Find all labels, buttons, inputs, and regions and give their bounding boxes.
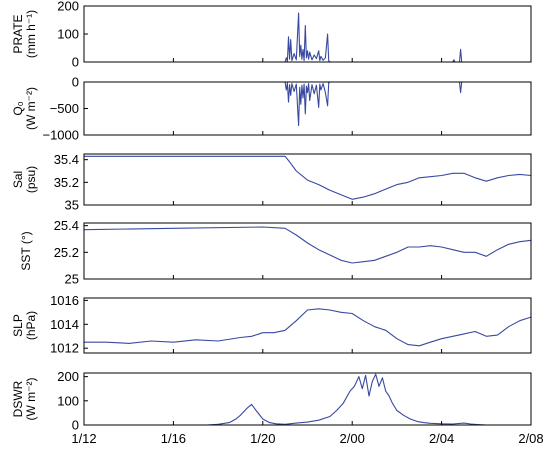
y-axis-label-line: (mm h⁻¹) [24, 10, 38, 58]
series-line-sal [84, 155, 531, 200]
y-tick-label: −500 [50, 101, 79, 116]
panel-q: 0 −500 −1000 Q₀(W m⁻²) [11, 75, 532, 143]
series-line-prate [84, 12, 531, 62]
y-axis-label-line: (hPa) [24, 311, 38, 340]
y-tick-label: 35 [65, 198, 79, 213]
y-axis-label-line: (W m⁻²) [24, 87, 38, 130]
y-tick-label: −1000 [42, 128, 79, 143]
y-tick-label: 25 [65, 272, 79, 287]
y-tick-label: 200 [57, 0, 79, 14]
y-tick-label: 1016 [50, 293, 79, 308]
panel-frame [83, 222, 532, 280]
x-tick-label: 1/16 [161, 431, 186, 446]
panel-frame [83, 372, 532, 426]
panel-slp: 1016 1014 1012 SLP(hPa) [11, 293, 532, 356]
y-axis-label-line: DSWR [11, 380, 25, 417]
panel-prate: 200 100 0 PRATE(mm h⁻¹) [11, 0, 532, 70]
series-line-slp [84, 308, 531, 347]
y-axis-label-q: Q₀(W m⁻²) [11, 87, 38, 130]
x-tick-label: 2/00 [340, 431, 365, 446]
y-axis-label-line: (W m⁻²) [24, 378, 38, 421]
y-tick-label: 0 [72, 75, 79, 90]
panel-frame [83, 153, 532, 206]
y-tick-label: 35.4 [54, 152, 79, 167]
panel-sal: 35.4 35.2 35 Sal(psu) [11, 152, 532, 213]
x-tick-label: 1/12 [71, 431, 96, 446]
panel-dswr: 200 100 0 DSWR(W m⁻²) [11, 369, 532, 433]
y-axis-label-line: (psu) [24, 166, 38, 193]
y-tick-label: 35.2 [54, 175, 79, 190]
panel-sst: 25.4 25.2 25 SST (°) [19, 218, 532, 287]
y-tick-label: 1014 [50, 317, 79, 332]
y-tick-label: 25.4 [54, 218, 79, 233]
y-axis-label-prate: PRATE(mm h⁻¹) [11, 10, 38, 58]
y-axis-label-line: SST (°) [19, 231, 33, 270]
series-line-dswr [84, 373, 531, 425]
y-tick-label: 1012 [50, 341, 79, 356]
y-axis-label-line: PRATE [11, 14, 25, 53]
y-axis-label-line: SLP [11, 314, 25, 337]
y-axis-label-sal: Sal(psu) [11, 166, 38, 193]
y-axis-label-line: Sal [11, 171, 25, 188]
panel-frame [83, 297, 532, 354]
y-tick-label: 100 [57, 27, 79, 42]
x-tick-label: 2/04 [429, 431, 454, 446]
y-axis-label-sst: SST (°) [19, 231, 33, 270]
y-tick-label: 100 [57, 393, 79, 408]
y-axis-label-line: Q₀ [11, 101, 25, 115]
y-axis-label-slp: SLP(hPa) [11, 311, 38, 340]
x-tick-label: 2/08 [518, 431, 543, 446]
x-tick-label: 1/20 [250, 431, 275, 446]
series-line-sst [84, 226, 531, 264]
y-tick-label: 200 [57, 369, 79, 384]
y-tick-label: 0 [72, 418, 79, 433]
y-tick-label: 0 [72, 55, 79, 70]
y-tick-label: 25.2 [54, 245, 79, 260]
series-line-q [84, 82, 531, 127]
y-axis-label-dswr: DSWR(W m⁻²) [11, 378, 38, 421]
